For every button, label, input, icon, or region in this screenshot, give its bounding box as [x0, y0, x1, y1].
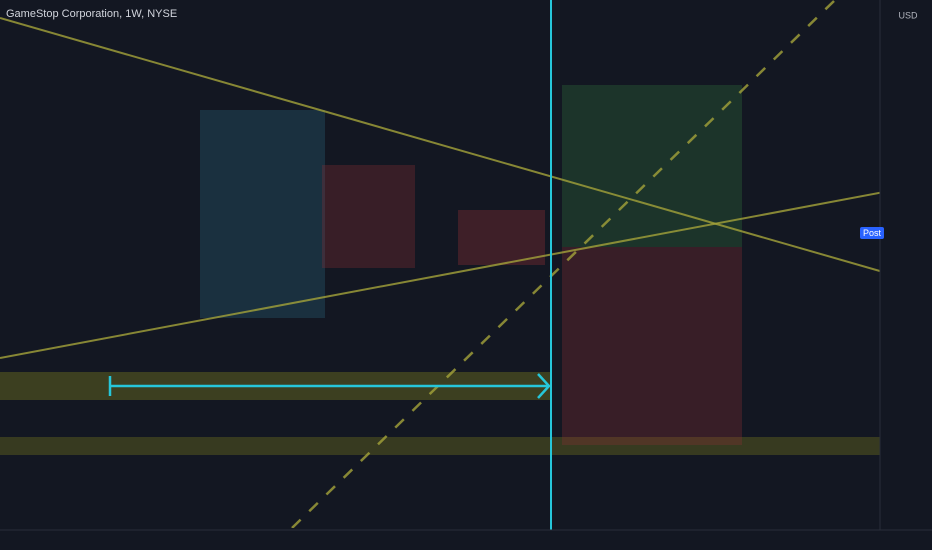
price-axis — [880, 0, 932, 550]
trend-line — [291, 0, 836, 528]
range-box — [562, 247, 742, 445]
drawings — [0, 0, 880, 528]
range-box — [562, 85, 742, 247]
range-box — [458, 210, 545, 265]
range-box — [322, 165, 415, 268]
range-box — [200, 110, 325, 318]
session-badge — [860, 227, 884, 239]
trend-line — [0, 17, 880, 273]
trend-line — [0, 191, 880, 359]
zone — [0, 437, 880, 455]
session: Post — [863, 228, 882, 238]
chart-title: GameStop Corporation, 1W, NYSE — [6, 8, 177, 20]
drawings — [108, 0, 552, 530]
arrow-head — [537, 373, 551, 399]
currency: USD — [898, 10, 918, 20]
